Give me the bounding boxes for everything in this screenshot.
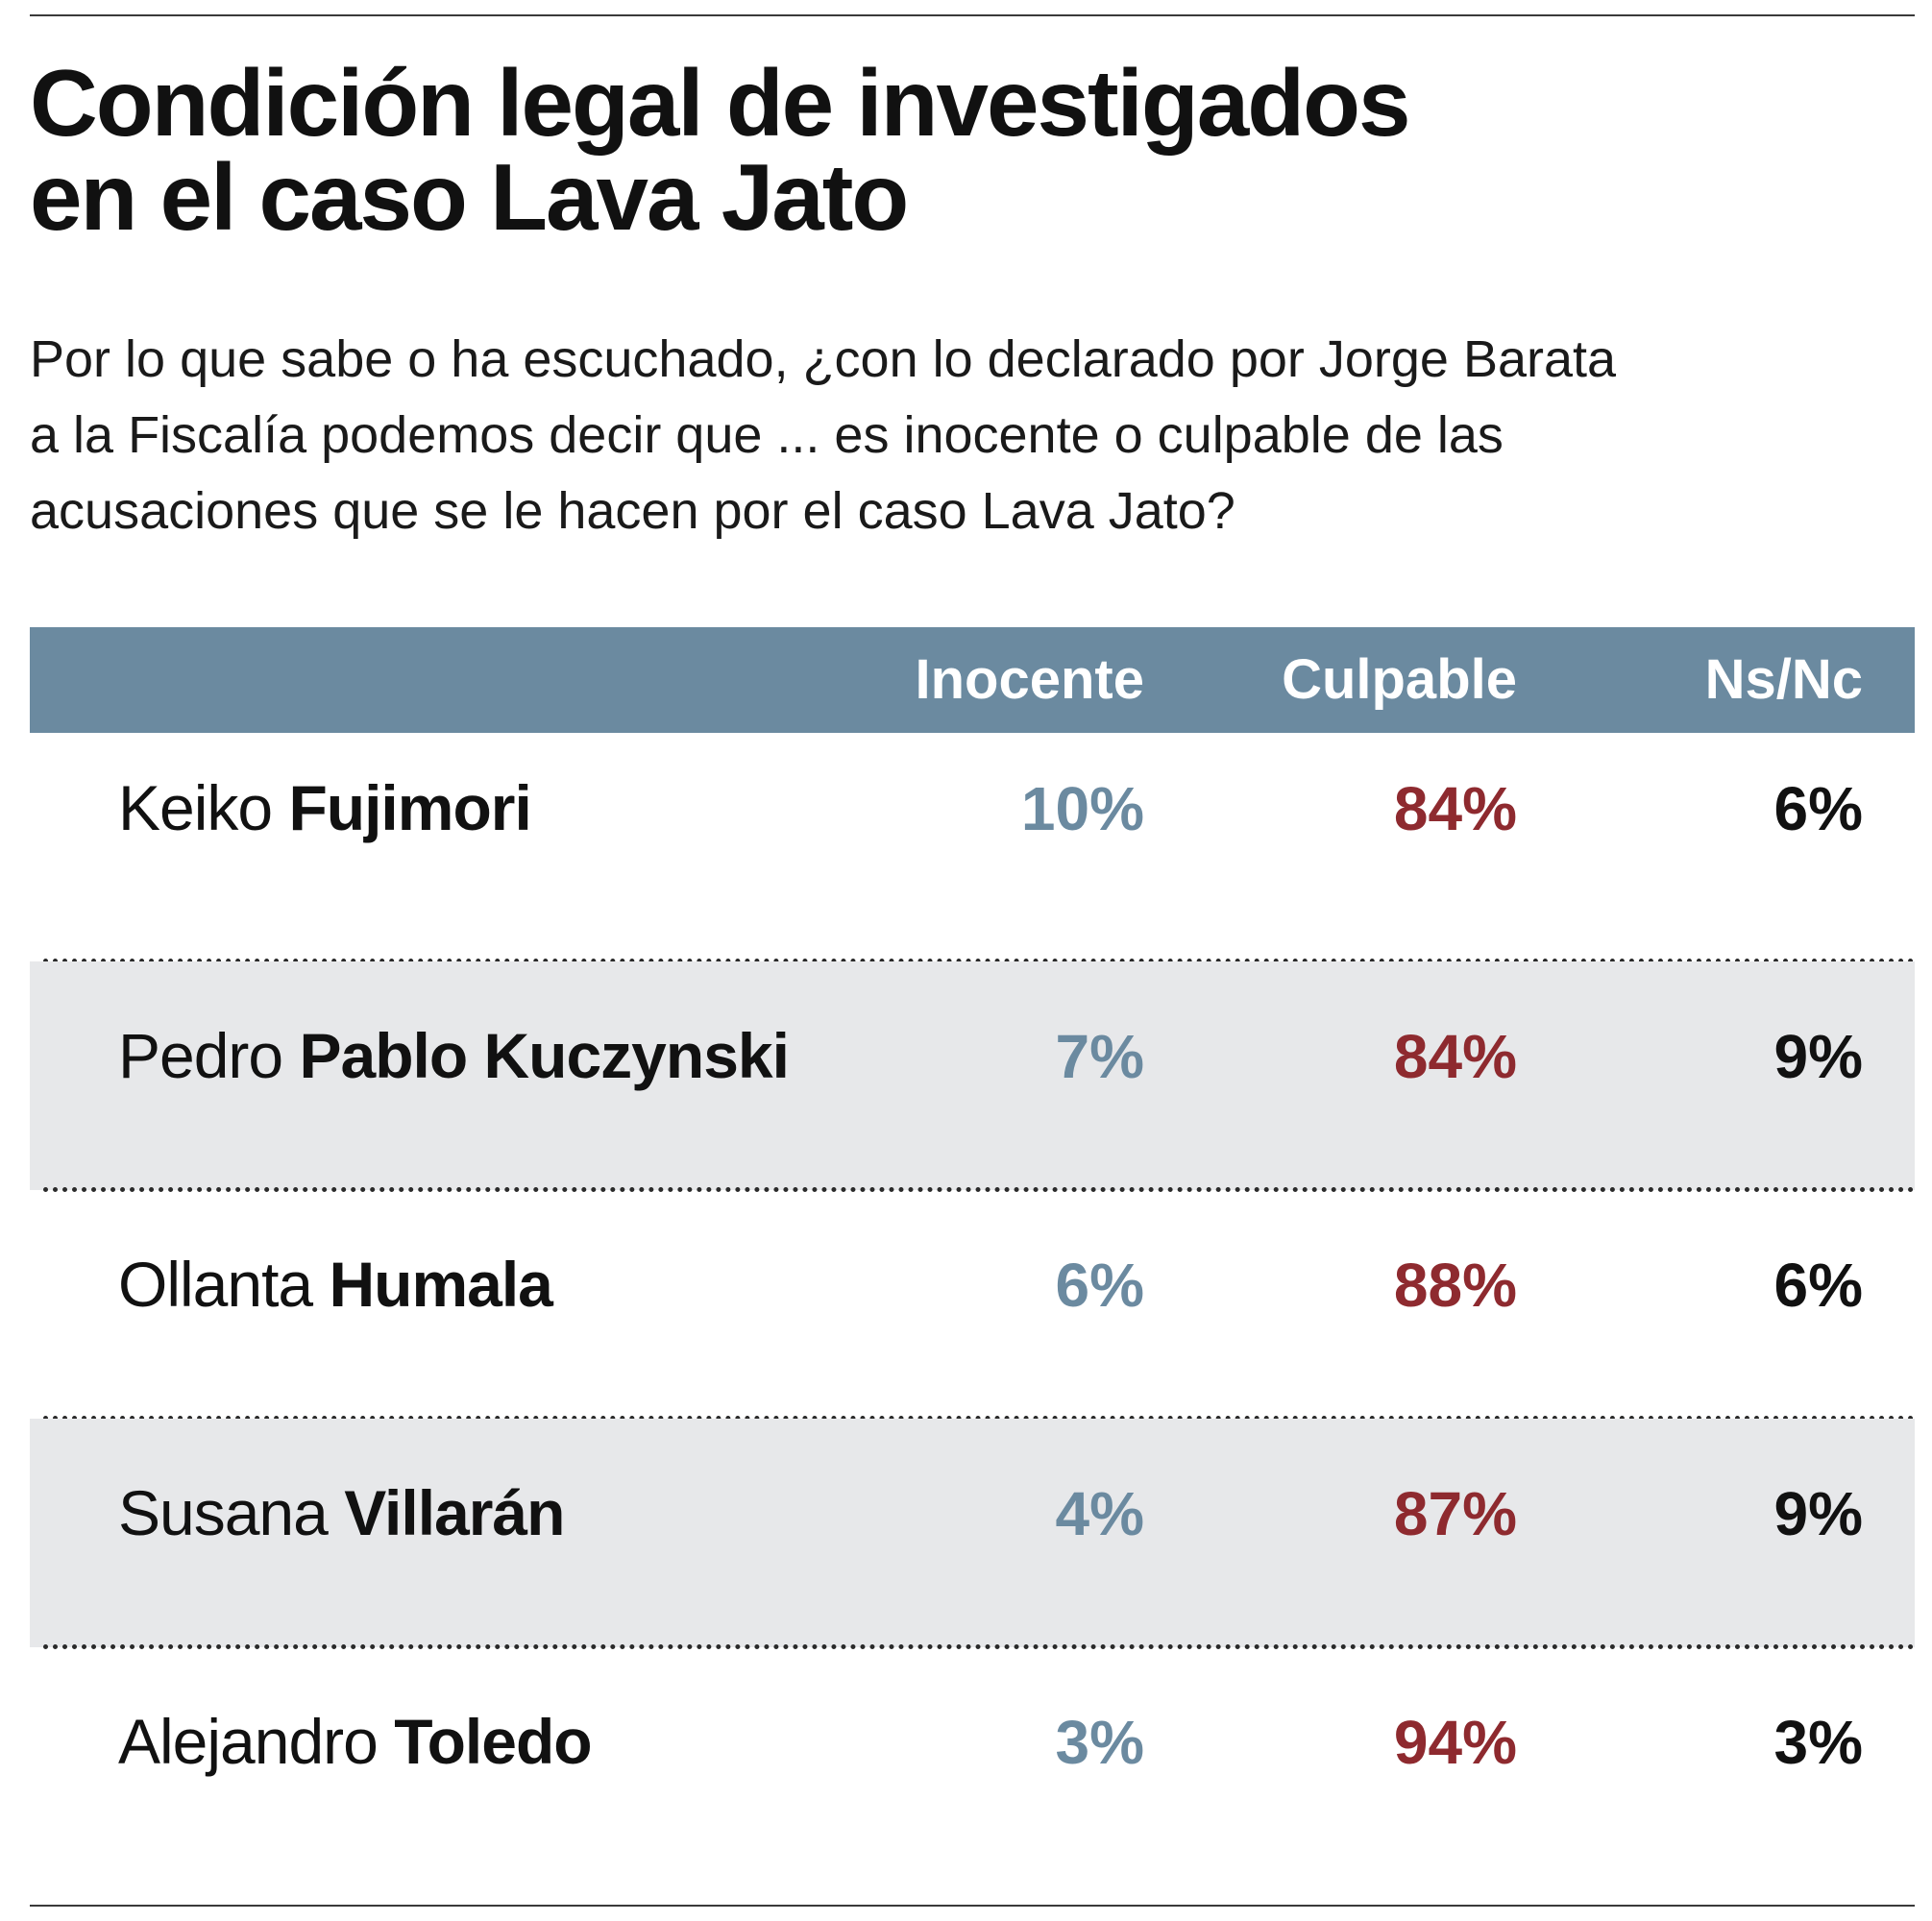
chart-title: Condición legal de investigados en el ca… xyxy=(30,56,1855,244)
row-last-name: Pablo Kuczynski xyxy=(299,1020,789,1091)
title-line-2: en el caso Lava Jato xyxy=(30,144,909,250)
column-header-inocente: Inocente xyxy=(915,648,1145,711)
subtitle-line-1: Por lo que sabe o ha escuchado, ¿con lo … xyxy=(30,330,1617,388)
top-rule xyxy=(30,14,1915,16)
bottom-rule xyxy=(30,1905,1915,1907)
column-header-nsnc: Ns/Nc xyxy=(1704,648,1863,711)
value-inocente: 7% xyxy=(1055,1022,1145,1091)
row-first-name: Keiko xyxy=(118,772,273,843)
row-name: Susana Villarán xyxy=(118,1476,565,1549)
value-nsnc: 6% xyxy=(1773,774,1864,843)
column-header-culpable: Culpable xyxy=(1282,648,1517,711)
row-name: Ollanta Humala xyxy=(118,1248,553,1321)
row-name: Alejandro Toledo xyxy=(118,1705,593,1778)
table-header: Inocente Culpable Ns/Nc xyxy=(30,627,1915,733)
row-last-name: Villarán xyxy=(344,1477,565,1548)
value-inocente: 4% xyxy=(1055,1479,1145,1548)
table-row: Alejandro Toledo 3% 94% 3% xyxy=(30,1647,1915,1876)
chart-subtitle: Por lo que sabe o ha escuchado, ¿con lo … xyxy=(30,322,1913,549)
row-first-name: Ollanta xyxy=(118,1249,313,1320)
row-first-name: Alejandro xyxy=(118,1706,379,1777)
table-row: Keiko Fujimori 10% 84% 6% xyxy=(30,733,1915,961)
value-culpable: 84% xyxy=(1393,1022,1517,1091)
value-inocente: 10% xyxy=(1020,774,1144,843)
row-divider xyxy=(43,1644,1915,1649)
subtitle-line-2: a la Fiscalía podemos decir que ... es i… xyxy=(30,406,1504,464)
row-last-name: Fujimori xyxy=(288,772,531,843)
table-row: Susana Villarán 4% 87% 9% xyxy=(30,1419,1915,1647)
subtitle-line-3: acusaciones que se le hacen por el caso … xyxy=(30,482,1235,540)
row-last-name: Toledo xyxy=(394,1706,592,1777)
value-inocente: 6% xyxy=(1055,1251,1145,1320)
row-divider xyxy=(43,959,1915,963)
value-inocente: 3% xyxy=(1055,1708,1145,1777)
value-nsnc: 9% xyxy=(1773,1022,1864,1091)
table-row: Ollanta Humala 6% 88% 6% xyxy=(30,1190,1915,1419)
value-culpable: 88% xyxy=(1393,1251,1517,1320)
value-culpable: 84% xyxy=(1393,774,1517,843)
row-divider xyxy=(43,1416,1915,1421)
value-nsnc: 3% xyxy=(1773,1708,1864,1777)
row-name: Keiko Fujimori xyxy=(118,771,532,844)
row-first-name: Pedro xyxy=(118,1020,283,1091)
value-nsnc: 6% xyxy=(1773,1251,1864,1320)
row-name: Pedro Pablo Kuczynski xyxy=(118,1019,790,1092)
title-line-1: Condición legal de investigados xyxy=(30,50,1410,156)
value-nsnc: 9% xyxy=(1773,1479,1864,1548)
value-culpable: 94% xyxy=(1393,1708,1517,1777)
row-last-name: Humala xyxy=(329,1249,552,1320)
value-culpable: 87% xyxy=(1393,1479,1517,1548)
table-row: Pedro Pablo Kuczynski 7% 84% 9% xyxy=(30,961,1915,1190)
row-first-name: Susana xyxy=(118,1477,329,1548)
row-divider xyxy=(43,1187,1915,1192)
